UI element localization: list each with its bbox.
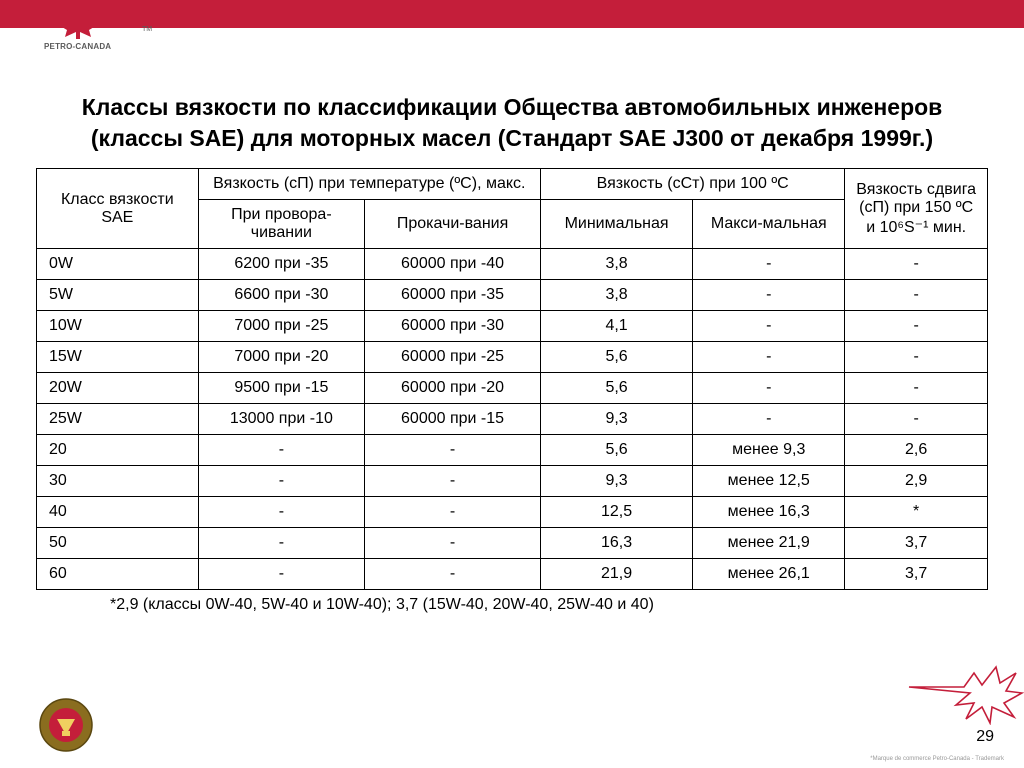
brand-name: PETRO-CANADA (44, 42, 111, 51)
col-max: Макси-мальная (693, 200, 845, 249)
table-row: 10W7000 при -2560000 при -304,1-- (37, 311, 988, 342)
cell-max: - (693, 311, 845, 342)
cell-max: менее 21,9 (693, 528, 845, 559)
table-row: 60--21,9менее 26,13,7 (37, 559, 988, 590)
cell-max: менее 9,3 (693, 435, 845, 466)
cell-shear: 3,7 (845, 559, 988, 590)
col-visc-100: Вязкость (сСт) при 100 ºС (541, 169, 845, 200)
brand-logo: PETRO-CANADA (44, 4, 111, 51)
trademark-note: *Marque de commerce Petro-Canada - Trade… (870, 756, 1004, 762)
col-pump: Прокачи-вания (365, 200, 541, 249)
cell-pump: 60000 при -35 (365, 280, 541, 311)
cell-crank: 9500 при -15 (198, 373, 364, 404)
cell-shear: * (845, 497, 988, 528)
trademark-symbol: TM (142, 26, 152, 33)
col-shear: Вязкость сдвига (сП) при 150 ºС и 10⁶S⁻¹… (845, 169, 988, 249)
table-row: 5W6600 при -3060000 при -353,8-- (37, 280, 988, 311)
table-row: 25W13000 при -1060000 при -159,3-- (37, 404, 988, 435)
cell-min: 9,3 (541, 404, 693, 435)
table-row: 0W6200 при -3560000 при -403,8-- (37, 249, 988, 280)
cell-min: 12,5 (541, 497, 693, 528)
col-sae: Класс вязкости SAE (37, 169, 199, 249)
cell-pump: - (365, 559, 541, 590)
cell-sae: 5W (37, 280, 199, 311)
cell-min: 5,6 (541, 373, 693, 404)
cell-crank: - (198, 435, 364, 466)
cell-max: - (693, 280, 845, 311)
table-row: 20--5,6менее 9,32,6 (37, 435, 988, 466)
cell-pump: 60000 при -30 (365, 311, 541, 342)
cell-shear: - (845, 249, 988, 280)
cell-min: 9,3 (541, 466, 693, 497)
viscosity-table: Класс вязкости SAE Вязкость (сП) при тем… (36, 168, 988, 590)
col-min: Минимальная (541, 200, 693, 249)
performance-seal-icon (38, 697, 94, 758)
col-crank: При провора-чивании (198, 200, 364, 249)
cell-crank: - (198, 528, 364, 559)
table-row: 15W7000 при -2060000 при -255,6-- (37, 342, 988, 373)
cell-shear: - (845, 311, 988, 342)
cell-sae: 60 (37, 559, 199, 590)
cell-min: 5,6 (541, 435, 693, 466)
cell-pump: 60000 при -40 (365, 249, 541, 280)
cell-max: менее 12,5 (693, 466, 845, 497)
cell-sae: 30 (37, 466, 199, 497)
cell-sae: 40 (37, 497, 199, 528)
cell-crank: 13000 при -10 (198, 404, 364, 435)
cell-shear: 3,7 (845, 528, 988, 559)
cell-shear: - (845, 373, 988, 404)
cell-sae: 10W (37, 311, 199, 342)
cell-min: 3,8 (541, 249, 693, 280)
cell-crank: - (198, 559, 364, 590)
cell-max: - (693, 342, 845, 373)
page-title: Классы вязкости по классификации Обществ… (34, 92, 990, 154)
maple-leaf-icon (47, 4, 109, 40)
cell-min: 3,8 (541, 280, 693, 311)
page-number: 29 (976, 728, 994, 746)
cell-pump: - (365, 435, 541, 466)
table-row: 50--16,3менее 21,93,7 (37, 528, 988, 559)
cell-pump: 60000 при -20 (365, 373, 541, 404)
cell-sae: 50 (37, 528, 199, 559)
cell-min: 16,3 (541, 528, 693, 559)
maple-flourish-icon (904, 655, 1024, 730)
cell-crank: 7000 при -20 (198, 342, 364, 373)
cell-min: 4,1 (541, 311, 693, 342)
cell-sae: 15W (37, 342, 199, 373)
cell-crank: 7000 при -25 (198, 311, 364, 342)
cell-crank: 6600 при -30 (198, 280, 364, 311)
cell-max: - (693, 404, 845, 435)
cell-crank: 6200 при -35 (198, 249, 364, 280)
table-row: 30--9,3менее 12,52,9 (37, 466, 988, 497)
cell-shear: - (845, 280, 988, 311)
cell-max: менее 26,1 (693, 559, 845, 590)
cell-max: менее 16,3 (693, 497, 845, 528)
cell-pump: 60000 при -25 (365, 342, 541, 373)
cell-pump: - (365, 466, 541, 497)
cell-crank: - (198, 466, 364, 497)
table-row: 20W9500 при -1560000 при -205,6-- (37, 373, 988, 404)
cell-sae: 0W (37, 249, 199, 280)
cell-min: 5,6 (541, 342, 693, 373)
table-row: 40--12,5менее 16,3* (37, 497, 988, 528)
footnote: *2,9 (классы 0W-40, 5W-40 и 10W-40); 3,7… (110, 596, 1024, 614)
cell-max: - (693, 249, 845, 280)
cell-shear: 2,9 (845, 466, 988, 497)
cell-shear: - (845, 342, 988, 373)
cell-shear: - (845, 404, 988, 435)
col-visc-temp: Вязкость (сП) при температуре (ºС), макс… (198, 169, 540, 200)
cell-crank: - (198, 497, 364, 528)
cell-sae: 20 (37, 435, 199, 466)
cell-pump: - (365, 528, 541, 559)
cell-max: - (693, 373, 845, 404)
header-bar (0, 0, 1024, 28)
cell-sae: 20W (37, 373, 199, 404)
cell-shear: 2,6 (845, 435, 988, 466)
cell-sae: 25W (37, 404, 199, 435)
cell-min: 21,9 (541, 559, 693, 590)
cell-pump: - (365, 497, 541, 528)
cell-pump: 60000 при -15 (365, 404, 541, 435)
